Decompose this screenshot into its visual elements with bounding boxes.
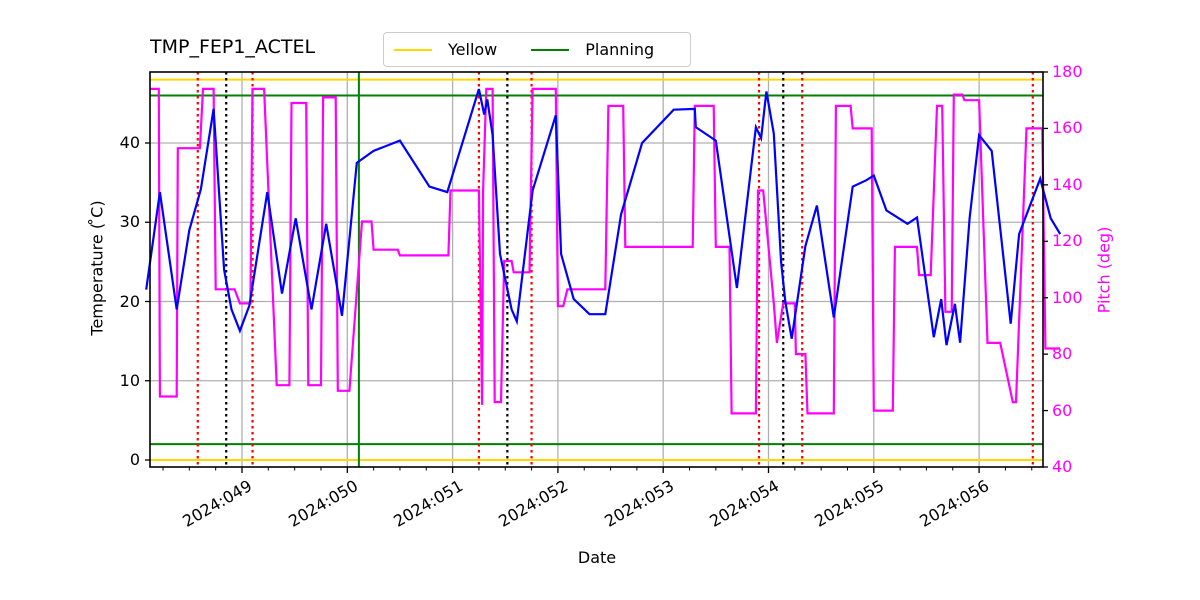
legend-item-planning: Planning (531, 40, 654, 59)
y-tick-label: 20 (119, 291, 140, 311)
x-axis-label: Date (577, 548, 617, 567)
y-tick-label-right: 160 (1052, 118, 1083, 138)
y-tick-label: 40 (119, 133, 140, 152)
limit-lines (150, 78, 1043, 461)
y-tick-label-right: 100 (1052, 287, 1083, 307)
temperature-series (145, 88, 1062, 346)
y-tick-label-right: 140 (1052, 174, 1083, 194)
legend-label-planning: Planning (585, 40, 655, 59)
legend: Yellow Planning (383, 32, 691, 67)
plot-frame (149, 71, 1044, 468)
grid-lines (150, 72, 1043, 467)
y-tick-label-right: 40 (1052, 457, 1073, 476)
pitch-series (150, 87, 1061, 415)
y-axis-label-right: Pitch (deg) (1094, 226, 1114, 314)
y-tick-label: 30 (119, 212, 140, 232)
y-tick-label-right: 120 (1052, 231, 1083, 251)
y-tick-label-right: 180 (1052, 62, 1083, 81)
legend-label-yellow: Yellow (448, 40, 498, 59)
chart-title: TMP_FEP1_ACTEL (150, 36, 316, 58)
legend-item-yellow: Yellow (394, 40, 497, 59)
axis-ticks (145, 71, 1048, 473)
yellow-swatch-icon (394, 48, 432, 51)
y-tick-label-right: 80 (1052, 344, 1073, 364)
y-tick-label-right: 60 (1052, 400, 1073, 420)
planning-swatch-icon (531, 48, 570, 51)
y-tick-label: 0 (129, 450, 140, 469)
y-tick-label: 10 (119, 370, 140, 390)
